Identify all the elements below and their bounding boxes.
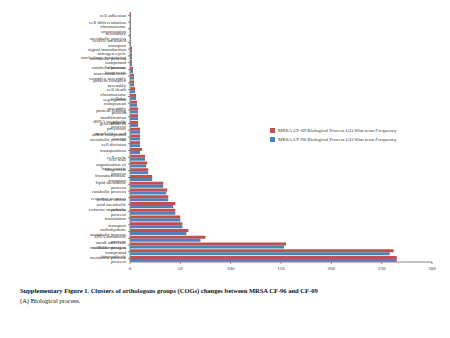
svg-text:100: 100 <box>227 266 235 271</box>
svg-text:translation: translation <box>105 216 127 221</box>
svg-text:nucleobase-containingcompoundc: nucleobase-containingcompoundcatabolic p… <box>81 55 126 70</box>
svg-text:0: 0 <box>129 266 132 271</box>
svg-text:cell wallorganization orbiogen: cell wallorganization orbiogenesis <box>96 157 127 172</box>
svg-text:50: 50 <box>178 266 184 271</box>
svg-text:biosyntheticprocess: biosyntheticprocess <box>102 254 127 264</box>
svg-text:transposition: transposition <box>100 148 126 153</box>
svg-text:cell division: cell division <box>101 142 126 147</box>
svg-text:cell adhesion: cell adhesion <box>100 13 127 18</box>
svg-text:300: 300 <box>428 266 436 271</box>
svg-text:250: 250 <box>378 266 386 271</box>
svg-text:150: 150 <box>277 266 285 271</box>
svg-text:cellular nitrogencompoundmetab: cellular nitrogencompoundmetabolic proce… <box>90 245 126 260</box>
svg-text:catabolic process: catabolic process <box>92 189 126 194</box>
svg-text:200: 200 <box>328 266 336 271</box>
